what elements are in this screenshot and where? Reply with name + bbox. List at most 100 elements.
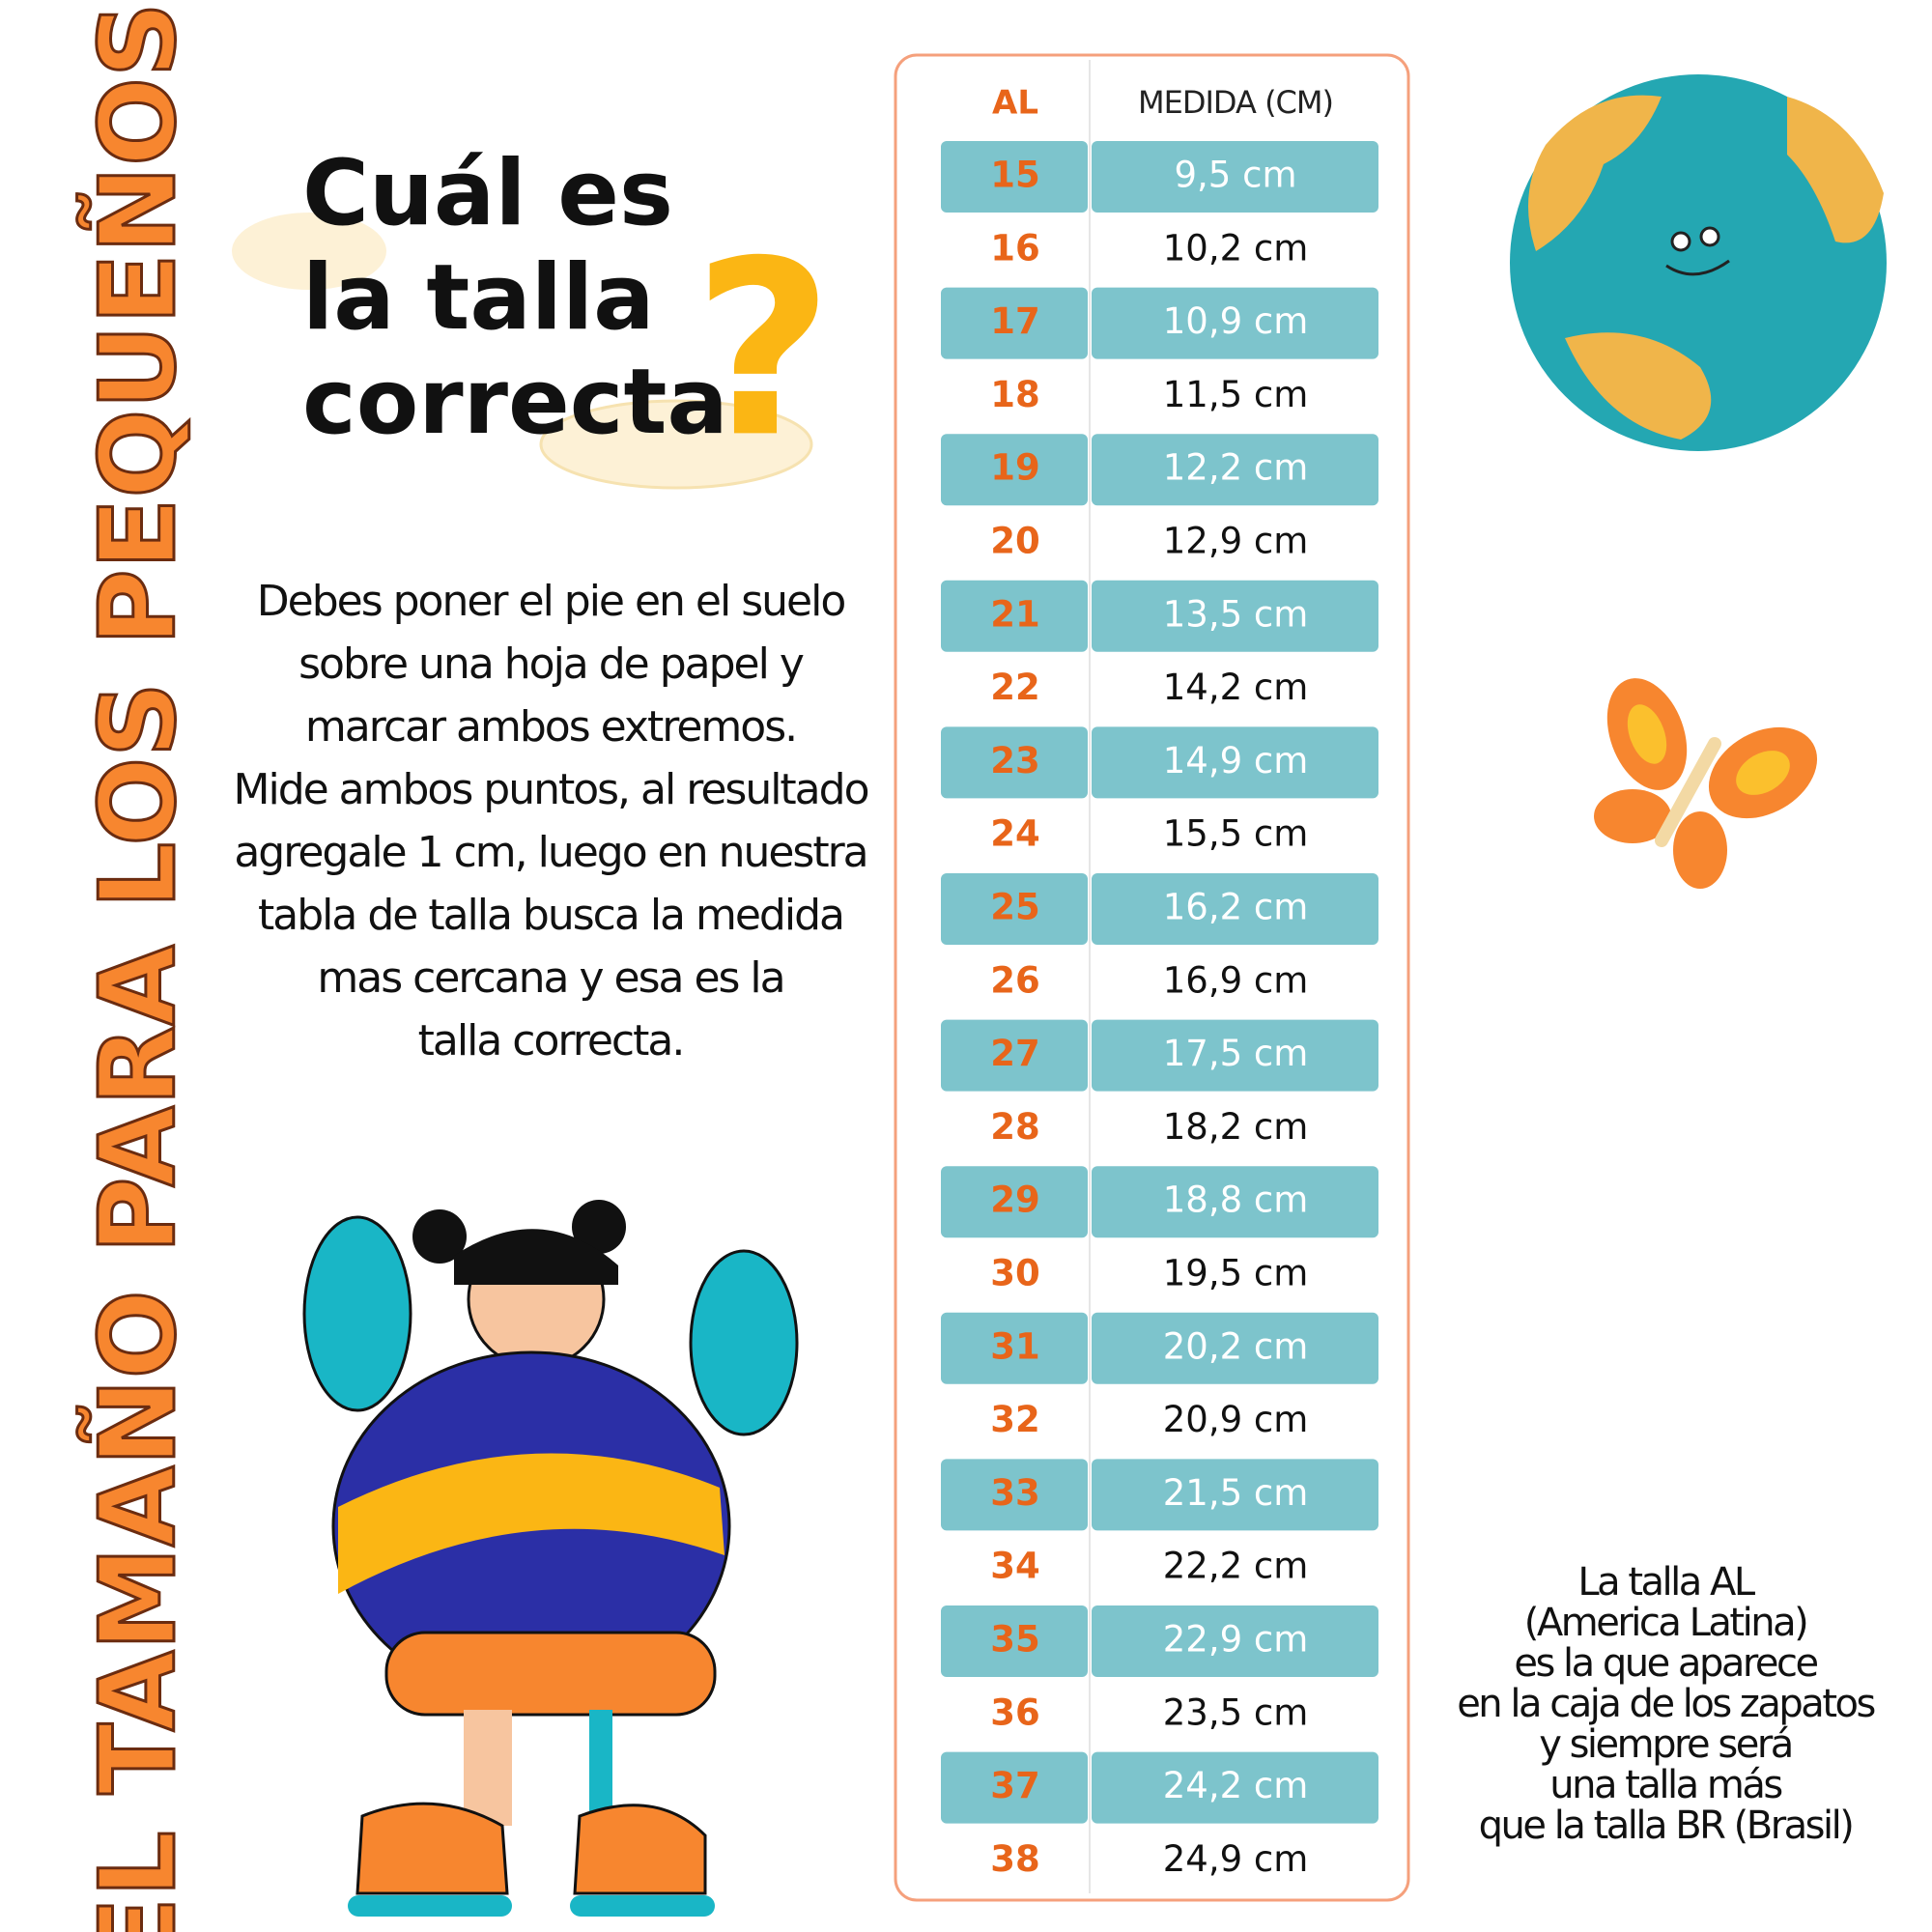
row-band — [1092, 873, 1378, 945]
instruction-line: tabla de talla busca la medida — [258, 891, 843, 940]
measure-cell: 24,2 cm — [1163, 1765, 1309, 1806]
size-cell: 34 — [990, 1546, 1040, 1587]
row-band — [1092, 141, 1378, 213]
size-cell: 25 — [990, 887, 1040, 928]
size-cell: 23 — [990, 740, 1040, 781]
row-band — [1092, 1019, 1378, 1092]
size-cell: 31 — [990, 1325, 1040, 1367]
cloud — [539, 399, 813, 490]
column-header: MEDIDA (CM) — [1138, 84, 1333, 121]
measure-cell: 16,9 cm — [1163, 959, 1309, 1001]
size-cell: 20 — [990, 521, 1040, 562]
row-band — [1092, 287, 1378, 359]
row-band — [1092, 580, 1378, 652]
row-band — [1092, 726, 1378, 799]
note-line: La talla AL — [1577, 1560, 1756, 1605]
row-band — [941, 1312, 1088, 1384]
row-band — [941, 1751, 1088, 1824]
row-band — [941, 873, 1088, 945]
row-band — [941, 1019, 1088, 1092]
table-frame — [894, 53, 1410, 1902]
measure-cell: 18,8 cm — [1163, 1179, 1309, 1221]
measure-cell: 10,9 cm — [1163, 300, 1309, 342]
measure-cell: 17,5 cm — [1163, 1033, 1309, 1074]
instructions: Debes poner el pie en el suelo sobre una … — [234, 577, 870, 1065]
note-line: una talla más — [1549, 1763, 1781, 1807]
instruction-line: mas cercana y esa es la — [317, 953, 783, 1003]
measure-cell: 14,9 cm — [1163, 740, 1309, 781]
size-cell: 38 — [990, 1838, 1040, 1880]
measure-cell: 21,5 cm — [1163, 1472, 1309, 1514]
measure-cell: 14,2 cm — [1163, 667, 1309, 708]
note-line: en la caja de los zapatos — [1457, 1682, 1874, 1726]
size-cell: 22 — [990, 667, 1040, 708]
instruction-line: Mide ambos puntos, al resultado — [234, 765, 868, 814]
heading-line: la talla — [302, 245, 655, 351]
instruction-line: agregale 1 cm, luego en nuestra — [234, 828, 867, 877]
row-band — [941, 1166, 1088, 1238]
measure-cell: 20,2 cm — [1163, 1325, 1309, 1367]
measure-cell: 13,5 cm — [1163, 593, 1309, 635]
instruction-line: marcar ambos extremos. — [305, 702, 796, 752]
heading-line: Cuál es — [302, 141, 673, 246]
measure-cell: 18,2 cm — [1163, 1106, 1309, 1148]
size-cell: 27 — [990, 1033, 1040, 1074]
measure-cell: 11,5 cm — [1163, 374, 1309, 415]
size-cell: 15 — [990, 155, 1040, 196]
row-band — [1092, 1751, 1378, 1824]
measure-cell: 10,2 cm — [1163, 227, 1309, 269]
instruction-line: sobre una hoja de papel y — [298, 639, 804, 689]
instruction-line: Debes poner el pie en el suelo — [257, 577, 845, 626]
size-cell: 30 — [990, 1253, 1040, 1294]
row-band — [941, 141, 1088, 213]
side-title: EL TAMAÑO PARA LOS PEQUEÑOS — [76, 2, 199, 1932]
butterfly-illustration — [1594, 678, 1818, 889]
row-band — [1092, 1166, 1378, 1238]
row-band — [1092, 1312, 1378, 1384]
size-cell: 19 — [990, 447, 1040, 489]
heading-line: correcta — [302, 350, 728, 455]
cloud — [232, 213, 386, 290]
note-line: (America Latina) — [1524, 1601, 1806, 1645]
size-cell: 37 — [990, 1765, 1040, 1806]
row-band — [941, 726, 1088, 799]
measure-cell: 22,9 cm — [1163, 1619, 1309, 1661]
size-cell: 36 — [990, 1691, 1040, 1733]
question-mark: ? — [693, 209, 833, 490]
measure-cell: 23,5 cm — [1163, 1691, 1309, 1733]
size-cell: 18 — [990, 374, 1040, 415]
size-table: AL MEDIDA (CM) 15 9,5 cm 16 10,2 cm 17 10,9 cm 1… — [941, 84, 1378, 1880]
note: La talla AL(America Latina)es la que apa… — [1457, 1560, 1877, 1848]
size-cell: 17 — [990, 300, 1040, 342]
row-band — [941, 1459, 1088, 1531]
measure-cell: 12,9 cm — [1163, 521, 1309, 562]
note-line: que la talla BR (Brasil) — [1479, 1804, 1853, 1848]
column-header: AL — [992, 84, 1038, 123]
measure-cell: 9,5 cm — [1175, 155, 1297, 196]
row-band — [1092, 1605, 1378, 1677]
note-line: y siempre será — [1539, 1722, 1792, 1767]
globe-illustration — [1510, 74, 1887, 451]
size-cell: 35 — [990, 1619, 1040, 1661]
size-cell: 29 — [990, 1179, 1040, 1221]
measure-cell: 20,9 cm — [1163, 1399, 1309, 1440]
child-illustration — [302, 1200, 799, 1917]
measure-cell: 15,5 cm — [1163, 813, 1309, 855]
size-cell: 28 — [990, 1106, 1040, 1148]
row-band — [941, 1605, 1088, 1677]
row-band — [1092, 434, 1378, 506]
row-band — [941, 434, 1088, 506]
size-cell: 26 — [990, 959, 1040, 1001]
row-band — [941, 580, 1088, 652]
measure-cell: 22,2 cm — [1163, 1546, 1309, 1587]
size-cell: 16 — [990, 227, 1040, 269]
size-cell: 33 — [990, 1472, 1040, 1514]
measure-cell: 19,5 cm — [1163, 1253, 1309, 1294]
instruction-line: talla correcta. — [418, 1016, 684, 1065]
note-line: es la que aparece — [1514, 1641, 1817, 1686]
row-band — [1092, 1459, 1378, 1531]
measure-cell: 24,9 cm — [1163, 1838, 1309, 1880]
